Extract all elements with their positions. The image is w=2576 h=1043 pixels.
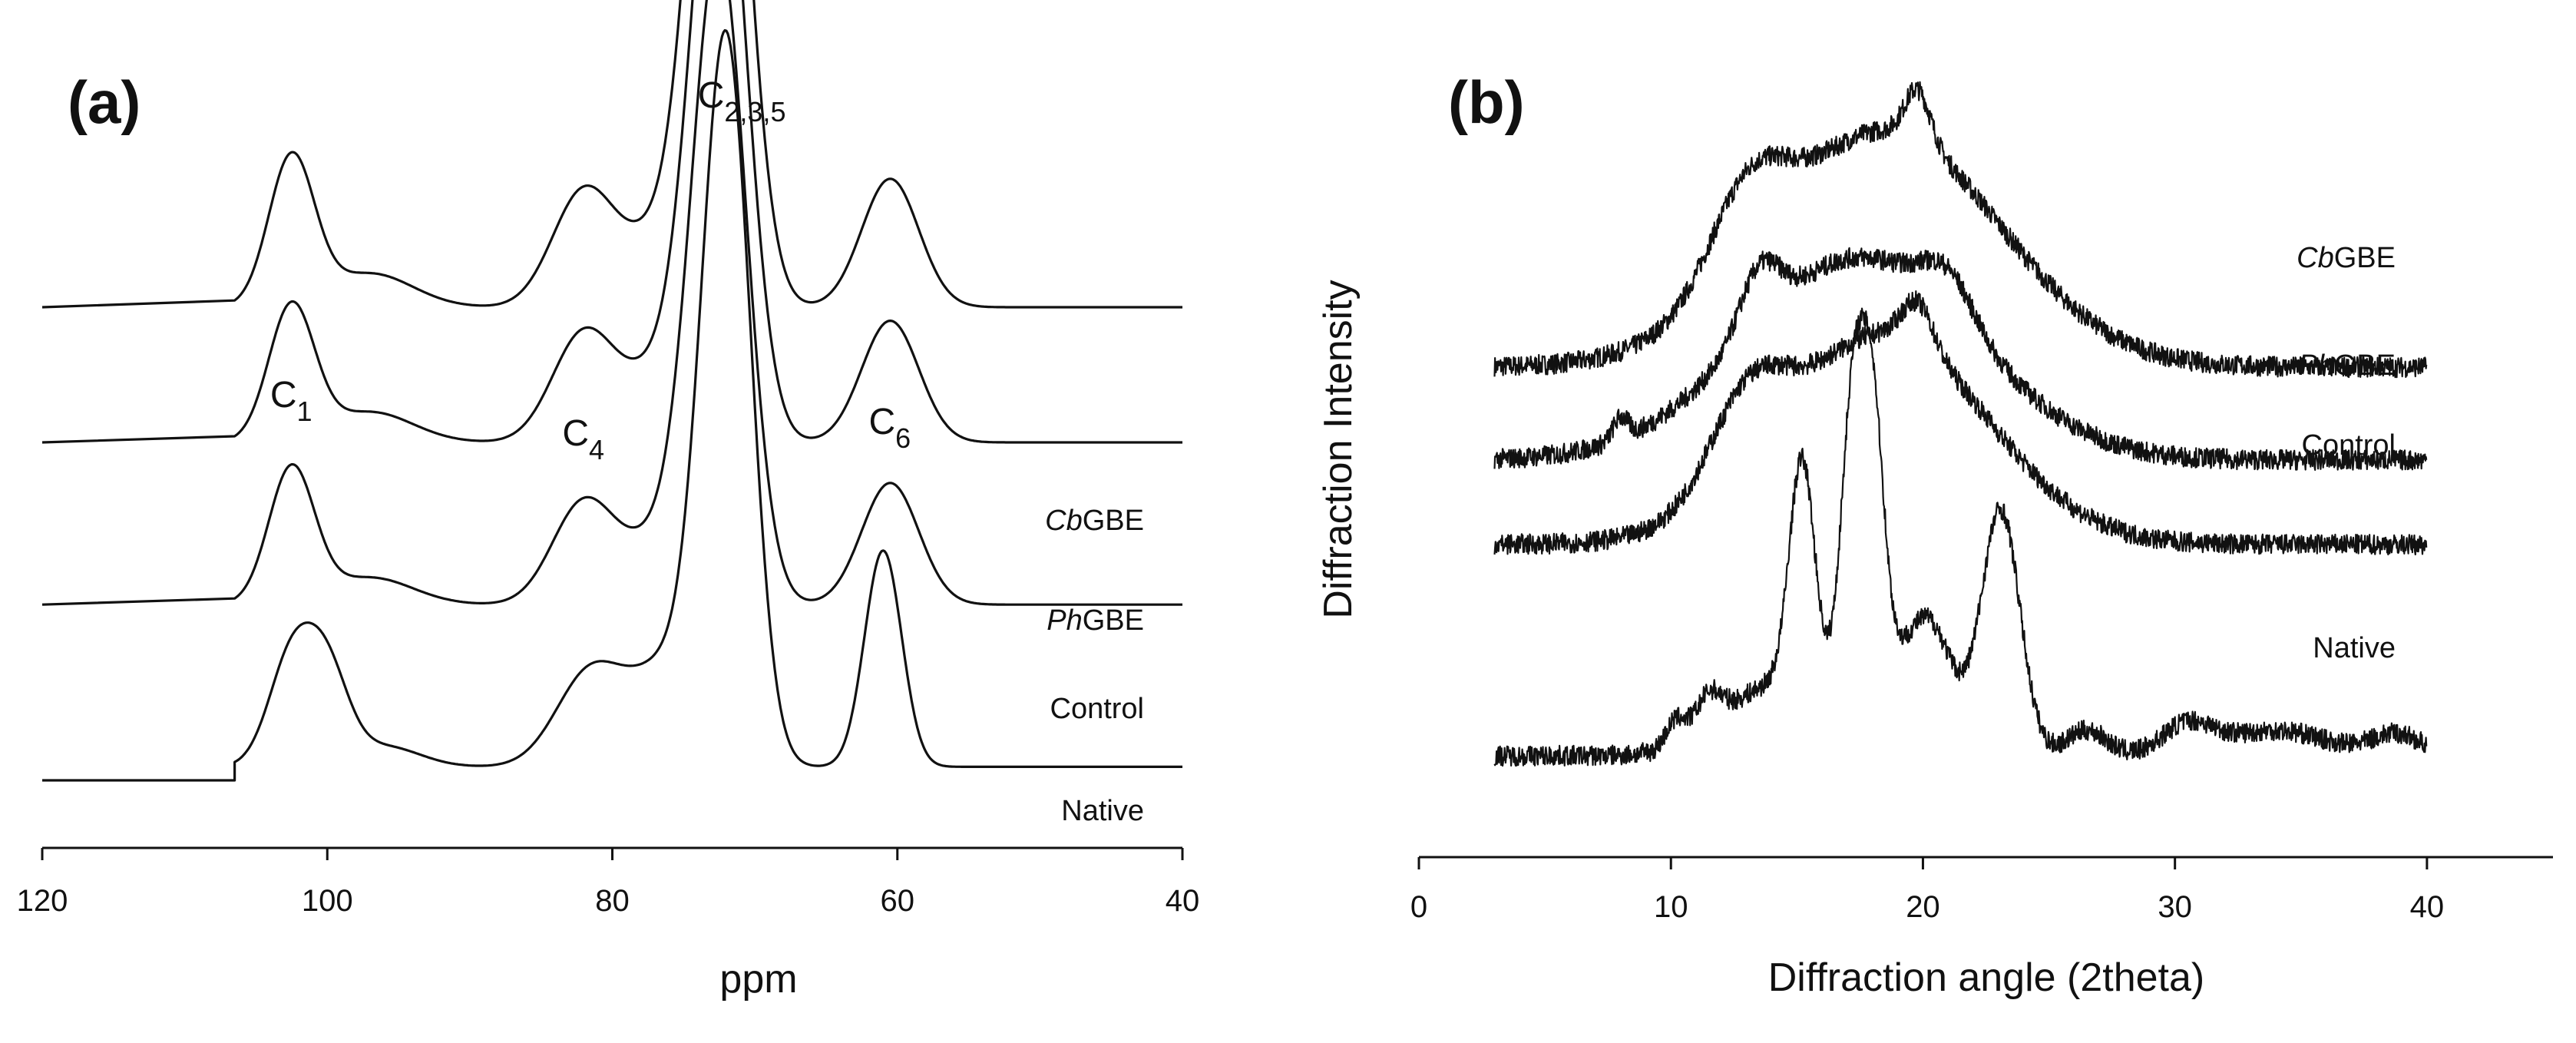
panel-a-x-ticks: 120 100 80 60 40: [17, 848, 1200, 918]
panel-a-tick-label: 40: [1166, 884, 1200, 918]
nmr-trace-native: [42, 28, 1182, 782]
panel-b-series-labels: CbGBE PhGBE Control Native: [2297, 242, 2396, 664]
panel-b-tick-label: 30: [2158, 890, 2192, 924]
panel-a-traces: [41, 0, 1182, 782]
panel-b-tick-label: 10: [1654, 890, 1688, 924]
xrd-series-label-phgbe: PhGBE: [2298, 349, 2396, 382]
panel-b-label: (b): [1448, 68, 1525, 136]
panel-b-x-axis-title: Diffraction angle (2theta): [1768, 955, 2204, 1000]
panel-b-tick-label: 20: [1906, 890, 1940, 924]
nmr-trace-control: [41, 0, 1182, 606]
panel-a-peak-labels: C1 C4 C2,3,5 C6: [270, 75, 911, 465]
panel-b-xrd-chart: (b) CbGBE PhGBE Control Native 0 10 20 30 40 Di…: [1316, 68, 2553, 1000]
panel-a-tick-label: 60: [881, 884, 915, 918]
peak-label-c4: C4: [562, 413, 604, 465]
panel-b-y-axis-title: Diffraction Intensity: [1316, 280, 1361, 618]
nmr-series-label-phgbe: PhGBE: [1047, 604, 1144, 637]
xrd-series-label-control: Control: [2302, 429, 2396, 462]
nmr-trace-phgbe: [41, 0, 1182, 444]
xrd-trace-phgbe: [1493, 247, 2428, 471]
xrd-series-label-cbgbe: CbGBE: [2297, 242, 2396, 274]
xrd-trace-control: [1493, 290, 2428, 556]
xrd-trace-native: [1493, 307, 2428, 767]
panel-a-tick-label: 80: [595, 884, 630, 918]
panel-b-traces: [1493, 81, 2428, 767]
peak-label-c1: C1: [270, 375, 312, 427]
panel-b-tick-label: 0: [1410, 890, 1427, 924]
panel-b-x-ticks: 0 10 20 30 40: [1410, 857, 2444, 924]
panel-a-label: (a): [68, 68, 141, 136]
panel-a-x-axis-title: ppm: [719, 957, 797, 1002]
xrd-trace-cbgbe: [1493, 81, 2428, 379]
nmr-series-label-control: Control: [1050, 693, 1145, 725]
panel-b-tick-label: 40: [2410, 890, 2445, 924]
panel-a-series-labels: CbGBE PhGBE Control Native: [1045, 505, 1144, 827]
nmr-series-label-cbgbe: CbGBE: [1045, 505, 1144, 537]
peak-label-c6: C6: [868, 402, 911, 454]
panel-a-tick-label: 100: [302, 884, 353, 918]
panel-a-nmr-chart: (a) CbGBE PhGBE Control Native C1 C4 C2,3,5 C6…: [17, 0, 1200, 1002]
panel-a-tick-label: 120: [17, 884, 68, 918]
nmr-trace-cbgbe: [41, 0, 1182, 309]
xrd-series-label-native: Native: [2313, 632, 2396, 664]
nmr-series-label-native: Native: [1061, 795, 1144, 827]
peak-label-c235: C2,3,5: [698, 75, 786, 127]
